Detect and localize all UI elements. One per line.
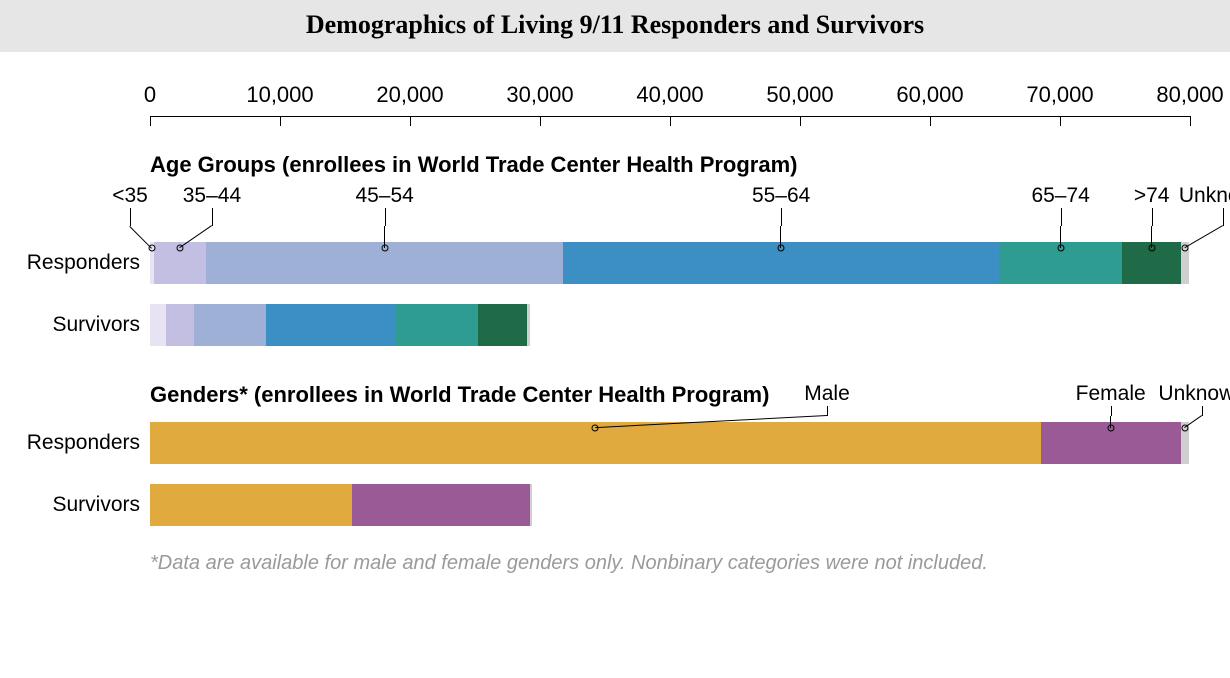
callout-marker	[592, 425, 599, 432]
axis-tick	[410, 116, 411, 126]
axis-tick	[800, 116, 801, 126]
axis-label: 40,000	[636, 82, 703, 108]
x-axis: 010,00020,00030,00040,00050,00060,00070,…	[150, 82, 1190, 132]
callout-marker	[381, 245, 388, 252]
callout-marker	[1181, 245, 1188, 252]
callout-marker	[1148, 245, 1155, 252]
axis-tick	[150, 116, 151, 126]
category-label: <35	[112, 184, 148, 208]
row-label: Survivors	[0, 313, 140, 337]
section-title-gender: Genders* (enrollees in World Trade Cente…	[150, 382, 769, 408]
category-label: >74	[1134, 184, 1170, 208]
axis-label: 0	[144, 82, 156, 108]
axis-label: 80,000	[1156, 82, 1223, 108]
bar-segment	[266, 304, 396, 346]
bar-segment	[150, 484, 352, 526]
row-label: Survivors	[0, 493, 140, 517]
bar-segment	[194, 304, 266, 346]
axis-label: 70,000	[1026, 82, 1093, 108]
bar-segment	[150, 304, 166, 346]
stacked-bar	[150, 242, 1190, 284]
axis-tick	[280, 116, 281, 126]
footnote: *Data are available for male and female …	[150, 552, 988, 575]
callout-marker	[1057, 245, 1064, 252]
axis-tick	[930, 116, 931, 126]
axis-label: 10,000	[246, 82, 313, 108]
bar-segment	[352, 484, 530, 526]
axis-label: 50,000	[766, 82, 833, 108]
category-label: 55–64	[752, 184, 810, 208]
chart-title: Demographics of Living 9/11 Responders a…	[0, 10, 1230, 40]
callout-marker	[1181, 425, 1188, 432]
category-label: 35–44	[183, 184, 241, 208]
category-label: 65–74	[1031, 184, 1089, 208]
axis-tick	[670, 116, 671, 126]
axis-label: 60,000	[896, 82, 963, 108]
category-label: Unknown	[1158, 382, 1230, 406]
callout-marker	[148, 245, 155, 252]
bar-segment	[530, 484, 533, 526]
callout-marker	[778, 245, 785, 252]
category-label: Male	[804, 382, 850, 406]
axis-tick	[1060, 116, 1061, 126]
category-label: Female	[1076, 382, 1146, 406]
row-label: Responders	[0, 251, 140, 275]
stacked-bar	[150, 304, 1190, 346]
category-label: Unknown	[1179, 184, 1230, 208]
bar-segment	[396, 304, 478, 346]
axis-tick	[1190, 116, 1191, 126]
axis-label: 20,000	[376, 82, 443, 108]
category-label: 45–54	[355, 184, 413, 208]
axis-tick	[540, 116, 541, 126]
bar-segment	[166, 304, 195, 346]
callout-marker	[176, 245, 183, 252]
stacked-bar	[150, 484, 1190, 526]
axis-label: 30,000	[506, 82, 573, 108]
stacked-bar	[150, 422, 1190, 464]
bar-segment	[527, 304, 530, 346]
bar-segment	[478, 304, 527, 346]
title-bar: Demographics of Living 9/11 Responders a…	[0, 0, 1230, 52]
callout-marker	[1107, 425, 1114, 432]
row-label: Responders	[0, 431, 140, 455]
section-title-age: Age Groups (enrollees in World Trade Cen…	[150, 152, 798, 178]
